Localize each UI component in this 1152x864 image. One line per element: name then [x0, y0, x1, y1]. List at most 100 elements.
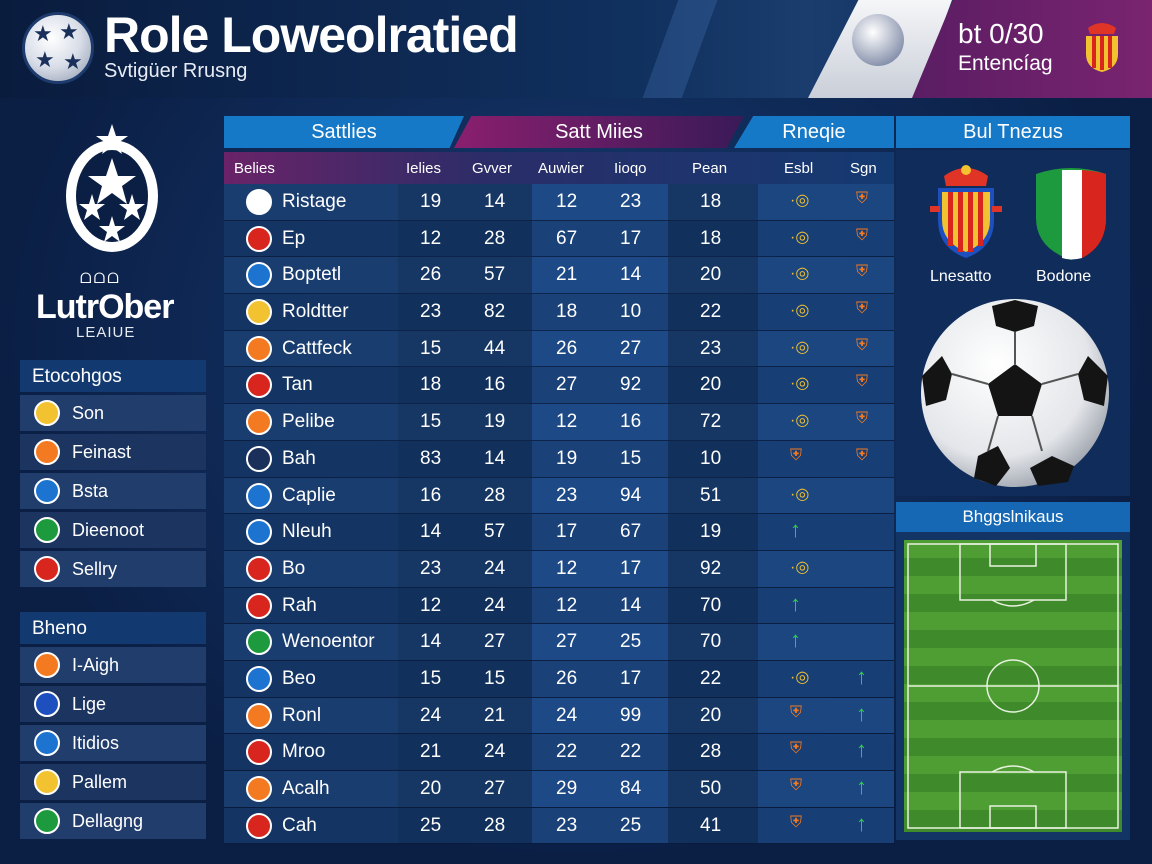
table-row[interactable]: Bah 83 14 19 15 10 ⛨ ⛨ — [224, 440, 894, 478]
sidebar-item[interactable]: Pallem — [20, 764, 206, 800]
team-name: Pelibe — [282, 411, 335, 433]
stat-value: 22 — [620, 741, 642, 763]
sidebar-item-label: Dieenoot — [72, 519, 145, 540]
sidebar-item[interactable]: I-Aigh — [20, 647, 206, 683]
page-header: ★ ★ ★ ★ Role Loweolratied Svtigüer Rrusn… — [0, 0, 1152, 98]
row-cell-bg — [398, 220, 532, 257]
team-name: Cah — [282, 814, 317, 836]
column-header[interactable]: Pean — [692, 160, 728, 177]
table-row[interactable]: Bo 23 24 12 17 92 ·◎ — [224, 550, 894, 588]
table-row[interactable]: Caplie 16 28 23 94 51 ·◎ — [224, 477, 894, 515]
stat-value: 23 — [556, 814, 578, 836]
stat-value: 28 — [700, 741, 722, 763]
form-dot-icon: ·◎ — [790, 412, 810, 430]
table-row[interactable]: Roldtter 23 82 18 10 22 ·◎ ⛨ — [224, 294, 894, 331]
stat-value: 41 — [700, 814, 722, 836]
table-row[interactable]: Ristage 19 14 12 23 18 ·◎ ⛨ — [224, 184, 894, 221]
row-cell-bg — [668, 184, 758, 220]
shield-icon: ⛨ — [856, 226, 869, 244]
stat-value: 17 — [556, 521, 578, 543]
crest-icon — [1086, 23, 1118, 72]
row-cell-bg — [398, 404, 532, 440]
shield-icon: ⛨ — [790, 740, 803, 758]
stat-value: 23 — [620, 191, 642, 212]
sidebar-item[interactable]: Sellry — [20, 551, 206, 587]
column-header[interactable]: Iioqo — [614, 160, 647, 177]
sidebar-item[interactable]: Dieenoot — [20, 512, 206, 548]
sidebar-item[interactable]: Itidios — [20, 725, 206, 761]
table-row[interactable]: Acalh 20 27 29 84 50 ⛨ ↑ — [224, 771, 894, 808]
team-name: Ristage — [282, 191, 347, 212]
row-cell-bg — [398, 330, 532, 367]
table-row[interactable]: Mroo 21 24 22 22 28 ⛨ ↑ — [224, 734, 894, 771]
sidebar-item[interactable]: Son — [20, 395, 206, 431]
table-row[interactable]: Pelibe 15 19 12 16 72 ·◎ ⛨ — [224, 404, 894, 441]
row-cell-bg — [758, 257, 894, 294]
competition-logo-icon[interactable]: ★ ★ ★ ★ — [22, 12, 94, 84]
standings-table: Ristage 19 14 12 23 18 ·◎ ⛨ Ep 12 28 67 17 18 ·◎ ⛨ Bopte… — [224, 184, 894, 845]
stat-value: 22 — [700, 301, 722, 323]
stat-value: 23 — [420, 557, 442, 579]
row-cell-bg — [532, 477, 668, 514]
stat-value: 17 — [620, 667, 642, 689]
team-badge-icon — [246, 776, 272, 802]
ring-icon — [34, 400, 60, 426]
stat-value: 44 — [484, 337, 506, 359]
team-badge-icon — [246, 555, 272, 582]
sidebar-panel-title: Bheno — [20, 612, 206, 644]
table-row[interactable]: Ronl 24 21 24 99 20 ⛨ ↑ — [224, 697, 894, 735]
table-row[interactable]: Cattfeck 15 44 26 27 23 ·◎ ⛨ — [224, 330, 894, 368]
pitch-diagram[interactable] — [904, 540, 1122, 832]
stat-value: 15 — [484, 667, 506, 689]
team-name: Beo — [282, 667, 316, 689]
sidebar-item[interactable]: Lige — [20, 686, 206, 722]
row-cell-bg — [398, 294, 532, 330]
form-dot-icon: ·◎ — [790, 375, 810, 393]
stat-value: 14 — [484, 447, 506, 469]
stat-value: 27 — [484, 631, 506, 653]
football-icon — [921, 299, 1109, 487]
tab-results[interactable]: Rneqie — [734, 116, 894, 148]
column-header[interactable]: Belies — [234, 160, 275, 177]
row-cell-bg — [668, 807, 758, 844]
team-badge-icon — [246, 629, 272, 656]
shield-icon: ⛨ — [856, 190, 869, 207]
tab-standings[interactable]: Sattlies — [224, 116, 464, 148]
trend-up-icon: ↑ — [790, 517, 801, 543]
sidebar-item[interactable]: Dellagng — [20, 803, 206, 839]
column-header[interactable]: Auwier — [538, 160, 584, 177]
table-row[interactable]: Ep 12 28 67 17 18 ·◎ ⛨ — [224, 220, 894, 258]
tab-matches[interactable]: Satt Miies — [454, 116, 744, 148]
table-row[interactable]: Nleuh 14 57 17 67 19 ↑ — [224, 514, 894, 551]
table-row[interactable]: Beo 15 15 26 17 22 ·◎ ↑ — [224, 660, 894, 698]
table-row[interactable]: Tan 18 16 27 92 20 ·◎ ⛨ — [224, 367, 894, 405]
shield-icon — [34, 652, 60, 678]
row-cell-bg — [532, 807, 668, 844]
column-header[interactable]: Esbl — [784, 160, 814, 177]
table-row[interactable]: Boptetl 26 57 21 14 20 ·◎ ⛨ — [224, 257, 894, 295]
row-cell-bg — [532, 257, 668, 294]
row-cell-bg — [668, 404, 758, 440]
column-header[interactable]: Sgn — [850, 160, 877, 177]
spain-crest-icon[interactable] — [924, 162, 1008, 262]
row-cell-bg — [532, 367, 668, 404]
column-header[interactable]: Ielies — [406, 160, 442, 177]
row-cell-bg — [398, 440, 532, 477]
badge-icon — [34, 556, 60, 582]
row-cell-bg — [668, 367, 758, 404]
sidebar-item[interactable]: Bsta — [20, 473, 206, 509]
stat-value: 12 — [420, 227, 442, 249]
row-cell-bg — [398, 807, 532, 844]
table-row[interactable]: Wenoentor 14 27 27 25 70 ↑ — [224, 624, 894, 661]
stat-value: 24 — [420, 704, 442, 726]
stat-value: 17 — [620, 557, 642, 579]
sidebar-item[interactable]: Feinast — [20, 434, 206, 470]
table-row[interactable]: Rah 12 24 12 14 70 ↑ — [224, 587, 894, 625]
italy-crest-icon[interactable] — [1032, 166, 1110, 262]
row-cell-bg — [398, 550, 532, 587]
row-cell-bg — [398, 587, 532, 624]
row-cell-bg — [532, 587, 668, 624]
table-row[interactable]: Cah 25 28 23 25 41 ⛨ ↑ — [224, 807, 894, 845]
ring-icon — [34, 730, 60, 756]
column-header[interactable]: Gvver — [472, 160, 513, 177]
